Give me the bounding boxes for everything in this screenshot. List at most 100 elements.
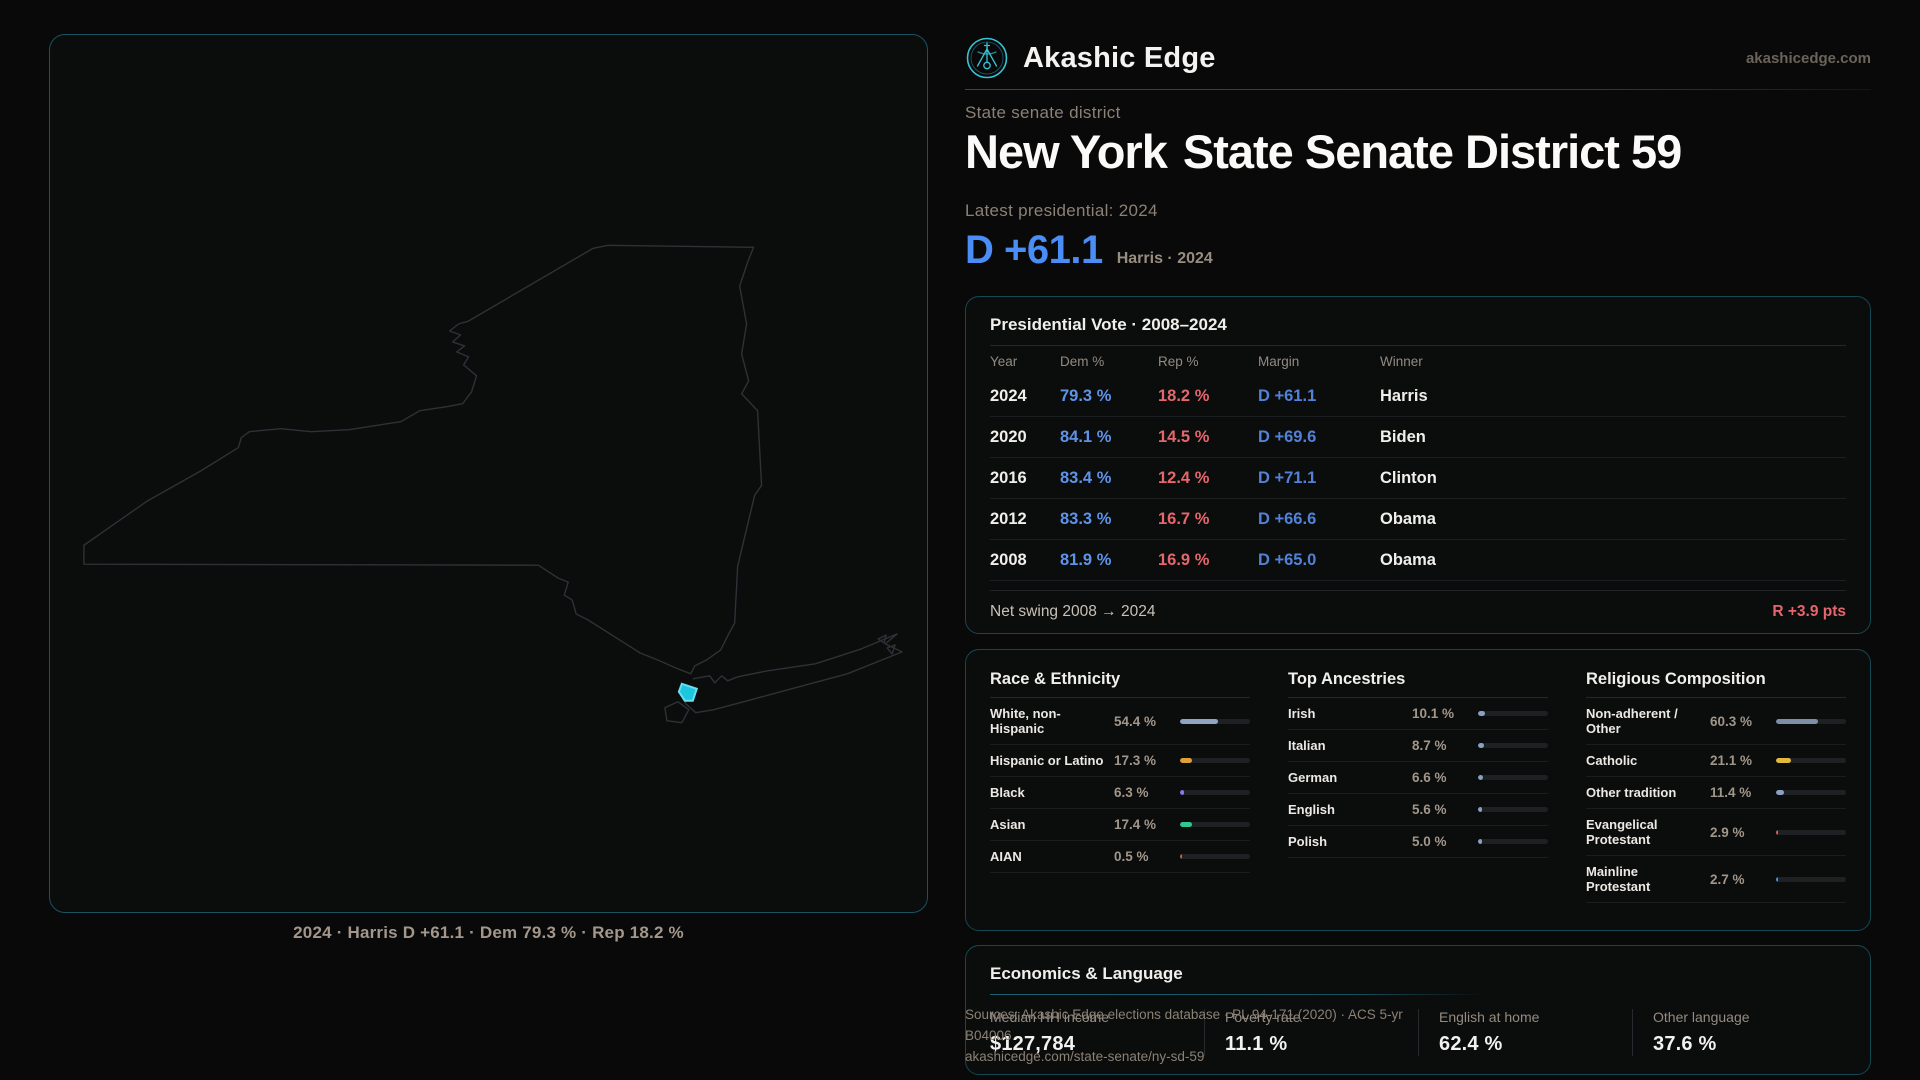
ancestry-bar — [1478, 775, 1548, 780]
race-bar — [1180, 790, 1250, 795]
margin-context: Harris · 2024 — [1116, 250, 1213, 267]
rep-pct-cell: 16.9 % — [1158, 550, 1210, 569]
margin-value: D +61.1 — [965, 228, 1103, 272]
ancestry-value: 10.1 % — [1412, 706, 1455, 721]
ancestry-label: English — [1288, 802, 1335, 817]
religion-bar-fill — [1776, 829, 1779, 835]
stat-value: 11.1 % — [1225, 1033, 1288, 1055]
net-swing-row: Net swing 2008 → 2024 R +3.9 pts — [990, 603, 1846, 621]
dem-pct-cell: 79.3 % — [1060, 386, 1112, 405]
ancestry-label: Italian — [1288, 738, 1326, 753]
stat-value: $127,784 — [990, 1033, 1076, 1055]
religion-value: 2.7 % — [1710, 871, 1745, 887]
section-divider — [1288, 697, 1548, 698]
stat-label: Poverty rate — [1225, 1009, 1301, 1025]
winner-cell: Obama — [1380, 550, 1436, 569]
religion-label: Mainline Protestant — [1586, 864, 1651, 894]
race-value: 17.3 % — [1114, 753, 1157, 768]
religion-bar-fill — [1776, 790, 1784, 795]
rep-pct-cell: 18.2 % — [1158, 386, 1210, 405]
ancestry-row: German 6.6 % — [1288, 762, 1548, 794]
table-row: 2020 84.1 % 14.5 % D +69.6 Biden — [990, 417, 1846, 458]
race-row: Black 6.3 % — [990, 777, 1250, 809]
margin-cell: D +66.6 — [1258, 509, 1317, 528]
col-header-dem: Dem % — [1060, 353, 1105, 369]
ancestry-value: 8.7 % — [1412, 738, 1447, 753]
sources-note: Sources: Akashic Edge elections database… — [965, 1004, 1435, 1067]
islet-outline-2 — [886, 644, 896, 655]
brand-domain-link[interactable]: akashicedge.com — [1745, 49, 1871, 67]
table-row: 2012 83.3 % 16.7 % D +66.6 Obama — [990, 499, 1846, 540]
islet-outline — [877, 634, 887, 644]
race-bar-fill — [1180, 718, 1219, 724]
year-cell: 2024 — [990, 386, 1027, 405]
ancestry-value: 5.0 % — [1412, 834, 1447, 849]
staten-island-outline — [664, 701, 690, 724]
race-value: 54.4 % — [1114, 713, 1157, 729]
dem-pct-cell: 83.3 % — [1060, 509, 1112, 528]
stat-label: English at home — [1439, 1009, 1540, 1025]
headline-margin: D +61.1 Harris · 2024 — [965, 228, 1213, 273]
race-row: Asian 17.4 % — [990, 809, 1250, 841]
ancestry-bar — [1478, 807, 1548, 812]
table-row: 2024 79.3 % 18.2 % D +61.1 Harris — [990, 376, 1846, 417]
dem-pct-cell: 83.4 % — [1060, 468, 1112, 487]
district-59-shape[interactable] — [677, 682, 699, 702]
col-header-winner: Winner — [1380, 353, 1423, 369]
race-bar-fill — [1180, 758, 1193, 763]
economics-card: Economics & Language Median HH income $1… — [965, 945, 1871, 1075]
religion-value: 2.9 % — [1710, 824, 1745, 840]
footer-divider — [990, 590, 1846, 591]
winner-cell: Harris — [1380, 386, 1428, 405]
district-type-label: State senate district — [965, 103, 1121, 122]
ancestry-row: Irish 10.1 % — [1288, 698, 1548, 730]
religion-row: Other tradition 11.4 % — [1586, 777, 1846, 809]
net-swing-value: R +3.9 pts — [1772, 603, 1846, 620]
religion-bar-fill — [1776, 758, 1791, 763]
dem-pct-cell: 84.1 % — [1060, 427, 1112, 446]
ancestries-section-title: Top Ancestries — [1288, 670, 1406, 688]
religion-value: 60.3 % — [1710, 713, 1753, 729]
ancestry-bar — [1478, 839, 1548, 844]
religion-bar-fill — [1776, 718, 1819, 724]
margin-cell: D +69.6 — [1258, 427, 1317, 446]
table-header-row: Year Dem % Rep % Margin Winner — [990, 346, 1846, 376]
title-divider — [990, 345, 1846, 346]
margin-cell: D +61.1 — [1258, 386, 1317, 405]
presidential-vote-card: Presidential Vote · 2008–2024 Year Dem %… — [965, 296, 1871, 634]
presidential-card-title: Presidential Vote · 2008–2024 — [990, 315, 1227, 334]
religion-label: Catholic — [1586, 753, 1638, 768]
stat-value: 62.4 % — [1439, 1033, 1503, 1055]
ancestry-row: Italian 8.7 % — [1288, 730, 1548, 762]
race-row: White, non-Hispanic 54.4 % — [990, 698, 1250, 745]
rep-pct-cell: 12.4 % — [1158, 468, 1210, 487]
religion-bar — [1776, 829, 1846, 835]
table-row: 2008 81.9 % 16.9 % D +65.0 Obama — [990, 540, 1846, 581]
ancestry-row: Polish 5.0 % — [1288, 826, 1548, 858]
race-section-title: Race & Ethnicity — [990, 670, 1121, 688]
ancestry-bar-fill — [1478, 775, 1483, 780]
ancestry-bar — [1478, 743, 1548, 748]
table-row: 2016 83.4 % 12.4 % D +71.1 Clinton — [990, 458, 1846, 499]
dem-pct-cell: 81.9 % — [1060, 550, 1112, 569]
year-cell: 2008 — [990, 550, 1027, 569]
ancestry-label: German — [1288, 770, 1338, 785]
winner-cell: Obama — [1380, 509, 1436, 528]
brand-header: Akashic Edge akashicedge.com — [965, 34, 1871, 82]
religion-bar — [1776, 718, 1846, 724]
religion-label: Evangelical Protestant — [1586, 817, 1658, 847]
state-outline — [83, 244, 763, 675]
religion-bar-fill — [1776, 876, 1778, 882]
sources-permalink[interactable]: akashicedge.com/state-senate/ny-sd-59 — [965, 1049, 1205, 1064]
long-island-outline — [680, 633, 903, 714]
race-bar-fill — [1180, 854, 1182, 859]
religion-section: Religious Composition Non-adherent / Oth… — [1586, 670, 1846, 903]
race-value: 0.5 % — [1114, 849, 1149, 864]
year-cell: 2012 — [990, 509, 1027, 528]
religion-row: Mainline Protestant 2.7 % — [1586, 856, 1846, 903]
religion-label: Non-adherent / Other — [1586, 706, 1678, 736]
stat-median-income: Median HH income $127,784 — [990, 1009, 1204, 1056]
ancestry-bar-fill — [1478, 743, 1485, 748]
brand-name: Akashic Edge — [1023, 41, 1216, 74]
race-bar-fill — [1180, 822, 1193, 827]
